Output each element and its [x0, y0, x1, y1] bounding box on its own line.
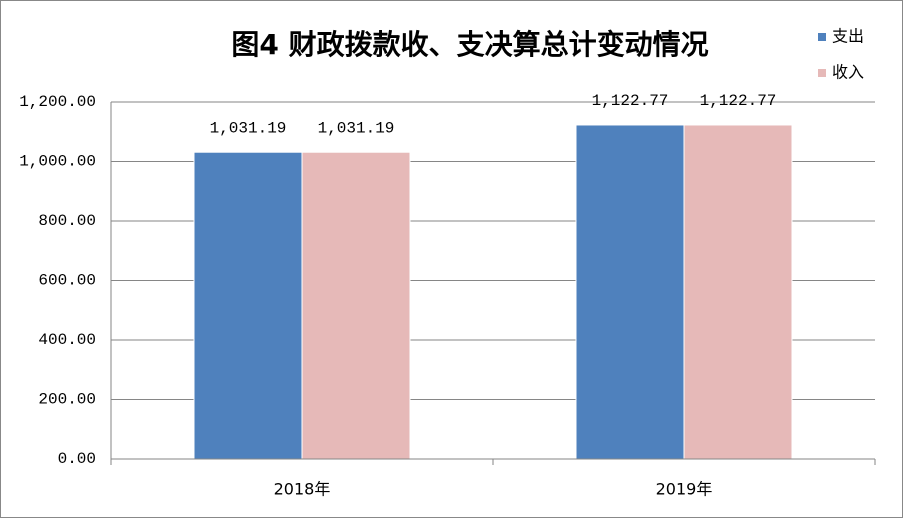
- legend-label: 支出: [832, 27, 864, 46]
- bar: [683, 124, 793, 460]
- data-label: 1,031.19: [318, 119, 395, 137]
- y-tick-label: 0.00: [58, 450, 96, 468]
- y-tick-label: 800.00: [38, 212, 96, 230]
- y-tick-label: 400.00: [38, 331, 96, 349]
- bar: [301, 151, 411, 460]
- data-label: 1,122.77: [592, 92, 669, 110]
- bar: [575, 124, 685, 460]
- x-tick-label: 2019年: [656, 480, 713, 499]
- data-label: 1,122.77: [700, 92, 777, 110]
- y-tick-label: 200.00: [38, 391, 96, 409]
- legend-swatch: [818, 33, 826, 41]
- y-tick-label: 1,000.00: [19, 153, 96, 171]
- x-tick-label: 2018年: [274, 480, 331, 499]
- legend-label: 收入: [832, 63, 864, 82]
- y-tick-label: 600.00: [38, 272, 96, 290]
- legend-swatch: [818, 69, 826, 77]
- chart-title: 图4 财政拨款收、支决算总计变动情况: [231, 28, 708, 61]
- bar: [193, 151, 303, 460]
- data-label: 1,031.19: [210, 119, 287, 137]
- y-tick-label: 1,200.00: [19, 93, 96, 111]
